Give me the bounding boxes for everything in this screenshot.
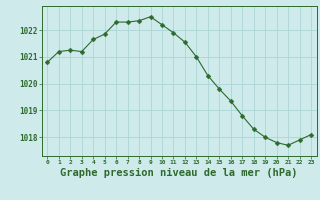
X-axis label: Graphe pression niveau de la mer (hPa): Graphe pression niveau de la mer (hPa) bbox=[60, 168, 298, 178]
